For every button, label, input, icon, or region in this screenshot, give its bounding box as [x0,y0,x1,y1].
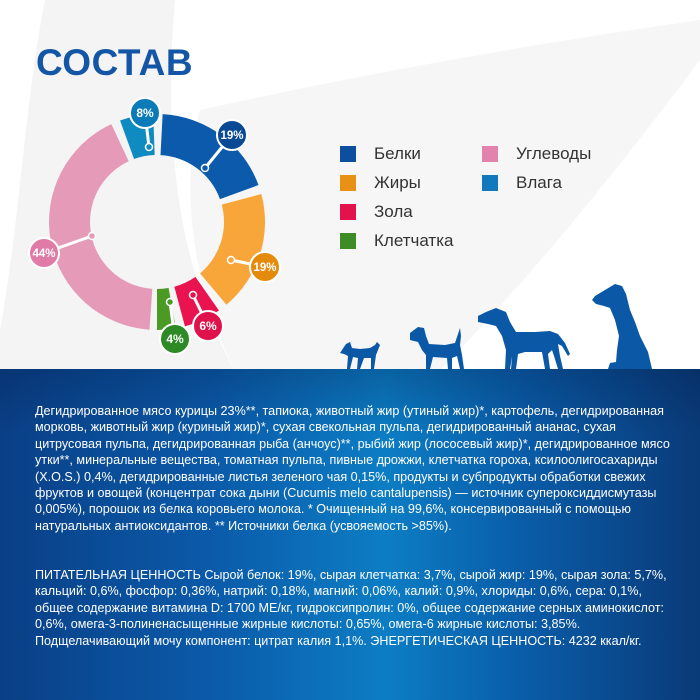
dog-silhouettes [340,284,652,369]
legend-item-carbs: Углеводы [482,143,591,165]
composition-donut-chart: 19% 19% 6% 4% 44% 8% [28,97,281,355]
great-dane-dog-icon [592,284,652,369]
legend-swatch-fat [340,175,356,191]
legend-label: Клетчатка [374,231,454,250]
legend-label: Зола [374,202,413,221]
legend-label: Углеводы [516,144,592,163]
info-band [0,369,700,700]
legend-swatch-fiber [340,233,356,249]
legend-swatch-carbs [482,146,498,162]
donut-labels: 19% 19% 6% 4% 44% 8% [28,97,281,355]
legend-swatch-moisture [482,175,498,191]
value-bubble [249,251,281,283]
legend-item-protein: Белки [340,143,421,165]
value-label: 8% [136,106,154,120]
value-bubble [28,237,60,269]
value-bubble [192,310,224,342]
page-title: СОСТАВ [36,42,194,83]
value-label: 44% [32,248,55,260]
value-label: 19% [220,130,243,142]
value-label: 4% [166,332,184,346]
band-shade [0,369,700,700]
legend-item-fiber: Клетчатка [340,230,454,252]
donut-segment-0 [160,114,259,200]
pointer-dog-icon [478,308,570,369]
legend-item-fat: Жиры [340,172,421,194]
value-bubble [159,323,191,355]
value-label: 6% [199,319,217,333]
legend-item-moisture: Влага [482,172,562,194]
donut-segment-1 [200,194,265,305]
value-bubble [216,119,248,151]
small-dog-icon [340,342,380,369]
legend-label: Жиры [374,173,421,192]
legend-swatch-ash [340,204,356,220]
composition-text: Дегидрированное мясо курицы 23%**, тапио… [35,404,670,533]
legend-item-ash: Зола [340,201,413,223]
legend-label: Белки [374,144,421,163]
nutrition-text: ПИТАТЕЛЬНАЯ ЦЕННОСТЬ Сырой белок: 19%, с… [35,568,667,648]
value-label: 19% [253,262,276,274]
legend-swatch-protein [340,146,356,162]
legend-label: Влага [516,173,562,192]
chart-legend: Белки Жиры Зола Клетчатка Углеводы Влага [340,143,640,263]
value-bubble [129,97,161,129]
terrier-dog-icon [410,327,464,369]
donut-segment-4 [49,124,153,330]
